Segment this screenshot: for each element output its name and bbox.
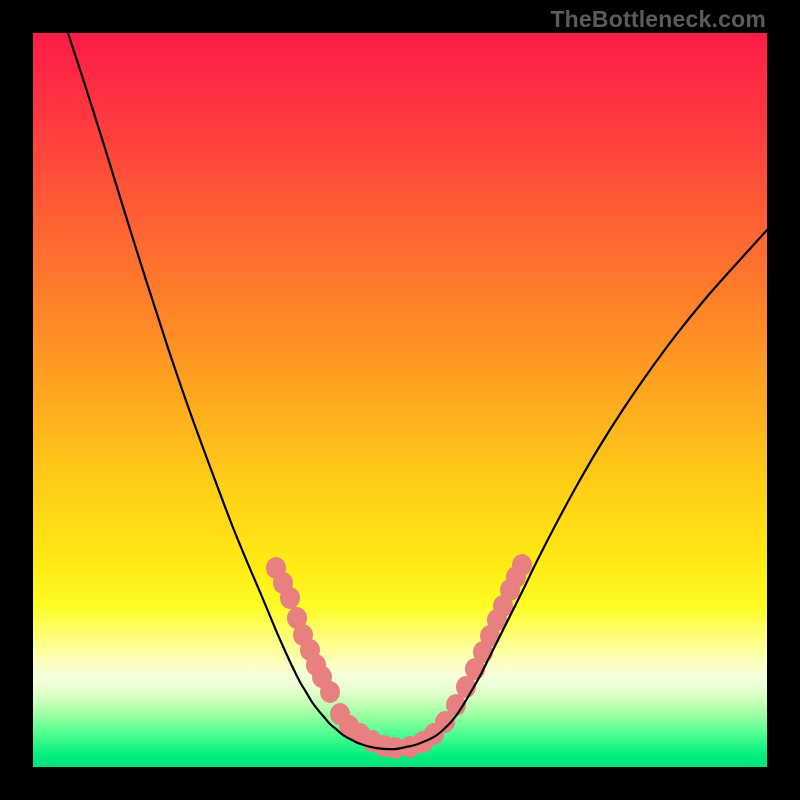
marker-dot [320,681,340,703]
gradient-background [33,33,767,767]
frame-left [0,0,33,800]
watermark-text: TheBottleneck.com [550,6,766,33]
marker-dot [280,587,300,609]
frame-right [767,0,800,800]
frame-bottom [0,767,800,800]
bottleneck-chart [0,0,800,800]
marker-dot [512,554,532,576]
